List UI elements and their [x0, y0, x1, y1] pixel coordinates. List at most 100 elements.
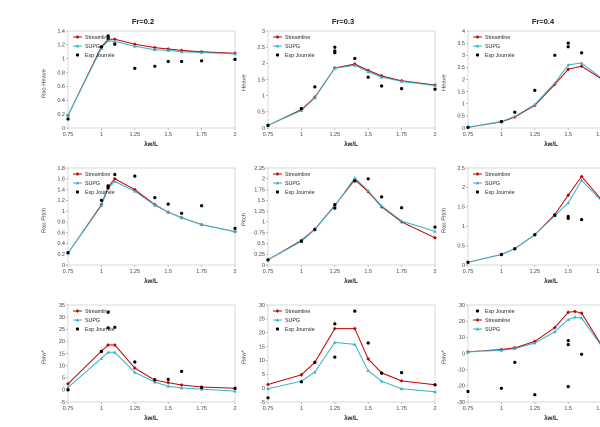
svg-text:0.4: 0.4	[57, 241, 65, 247]
svg-text:Streamline: Streamline	[485, 318, 510, 324]
svg-text:-20: -20	[457, 384, 465, 390]
svg-text:1: 1	[262, 220, 265, 226]
svg-text:3: 3	[462, 53, 465, 59]
svg-text:Exp Journée: Exp Journée	[85, 53, 115, 59]
svg-text:10: 10	[259, 358, 265, 364]
svg-text:10: 10	[59, 363, 65, 369]
svg-text:1.2: 1.2	[57, 43, 65, 49]
svg-text:0: 0	[462, 126, 465, 132]
svg-text:0: 0	[62, 126, 65, 132]
svg-text:2: 2	[233, 406, 236, 412]
x-axis-label: λw/L	[144, 278, 158, 285]
svg-text:-5: -5	[260, 400, 265, 406]
svg-text:Exp Journée: Exp Journée	[285, 53, 315, 59]
svg-text:0.75: 0.75	[63, 269, 74, 275]
svg-text:0: 0	[262, 386, 265, 392]
chart-fr04-heave: Fr=0.4 Heave 0 0.5 1 1.5 2 2.5 3 3.5 4 0.75 1 1.25 1…	[440, 16, 600, 153]
svg-text:1.4: 1.4	[57, 187, 65, 193]
svg-text:Exp Journée: Exp Journée	[285, 190, 315, 196]
y-axis-label: Pitch	[241, 213, 248, 227]
svg-text:1.5: 1.5	[164, 132, 172, 138]
svg-text:1.75: 1.75	[596, 406, 600, 412]
svg-text:Streamline: Streamline	[85, 309, 110, 315]
svg-text:1.5: 1.5	[257, 198, 265, 204]
svg-text:2: 2	[433, 269, 436, 275]
svg-text:2.5: 2.5	[257, 45, 265, 51]
svg-text:1.75: 1.75	[596, 269, 600, 275]
y-axis-label: Heave	[241, 74, 248, 92]
svg-text:1.25: 1.25	[329, 269, 340, 275]
svg-text:Streamline: Streamline	[485, 172, 510, 178]
svg-text:0.5: 0.5	[257, 110, 265, 116]
svg-text:1.25: 1.25	[329, 406, 340, 412]
svg-text:20: 20	[459, 319, 465, 325]
svg-text:1.25: 1.25	[254, 209, 265, 215]
svg-text:1: 1	[462, 102, 465, 108]
svg-text:0.8: 0.8	[57, 70, 65, 76]
svg-text:SUPG: SUPG	[285, 44, 300, 50]
y-axis-label: Rao Heave	[41, 68, 48, 98]
y-axis-label: Raw*	[241, 350, 248, 364]
svg-text:1: 1	[300, 406, 303, 412]
svg-text:Exp Journée: Exp Journée	[85, 327, 115, 333]
svg-text:1: 1	[300, 269, 303, 275]
svg-text:1: 1	[500, 269, 503, 275]
plot-canvas: 0 0.2 0.4 0.6 0.8 1 1.2 1.4 0.75 1 1.25 1.5 1.75 2 Str…	[57, 29, 237, 138]
svg-text:3.5: 3.5	[457, 41, 465, 47]
svg-text:1.75: 1.75	[254, 187, 265, 193]
svg-text:0: 0	[462, 263, 465, 269]
svg-text:30: 30	[459, 303, 465, 309]
svg-text:0.75: 0.75	[263, 269, 274, 275]
svg-text:10: 10	[459, 335, 465, 341]
plot-canvas: -5 0 5 10 15 20 25 30 0.75 1 1.25 1.5 1.75 2 Streamlin…	[259, 303, 437, 412]
y-axis-label: Raw*	[41, 350, 48, 364]
y-axis-label: Rao Pitch	[441, 207, 448, 233]
svg-text:0.5: 0.5	[257, 241, 265, 247]
x-axis-label: λw/L	[144, 415, 158, 422]
x-axis-label: λw/L	[344, 415, 358, 422]
chart-fr04-pitch: Rao Pitch 00.511.522.50.7511.251.51.752S…	[440, 153, 600, 290]
svg-text:2: 2	[233, 132, 236, 138]
svg-text:1.5: 1.5	[364, 269, 372, 275]
chart-title	[450, 154, 600, 163]
svg-text:1.5: 1.5	[457, 205, 465, 211]
plot-canvas: 00.511.522.533.540.7511.251.51.752Stream…	[457, 29, 600, 138]
svg-text:1.5: 1.5	[164, 406, 172, 412]
chart-grid: Fr=0.2 Rao Heave 0 0.2 0.4 0.6 0.8 1 1.2 1.4 0.7…	[41, 16, 600, 422]
svg-text:1: 1	[300, 132, 303, 138]
svg-text:30: 30	[259, 303, 265, 309]
svg-text:SUPG: SUPG	[485, 44, 500, 50]
svg-text:2.25: 2.25	[254, 166, 265, 172]
svg-text:SUPG: SUPG	[485, 181, 500, 187]
chart-title	[250, 291, 436, 300]
svg-text:1.5: 1.5	[164, 269, 172, 275]
chart-fr02-added-resistance: Raw* -5 0 5 10 15 20 25 30 35 0.75 1 1.25 1.5 1.75 2 St…	[40, 290, 240, 427]
svg-text:30: 30	[59, 315, 65, 321]
svg-text:1: 1	[462, 224, 465, 230]
svg-text:1.75: 1.75	[196, 406, 207, 412]
svg-text:0: 0	[62, 388, 65, 394]
svg-text:1.75: 1.75	[196, 269, 207, 275]
svg-text:Streamline: Streamline	[85, 172, 110, 178]
svg-text:1: 1	[100, 132, 103, 138]
svg-text:1: 1	[62, 209, 65, 215]
svg-text:Exp Journée: Exp Journée	[485, 309, 515, 315]
chart-fr03-heave: Fr=0.3 Heave 0 0.5 1 1.5 2 2.5 3 0.75 1 1.25 1.5 1.…	[240, 16, 440, 153]
svg-text:4: 4	[462, 29, 465, 35]
chart-title	[50, 291, 236, 300]
chart-title	[450, 291, 600, 300]
svg-text:1.8: 1.8	[57, 166, 65, 172]
svg-text:0.75: 0.75	[254, 231, 265, 237]
svg-text:1: 1	[500, 406, 503, 412]
svg-text:Streamline: Streamline	[285, 309, 310, 315]
svg-text:1.75: 1.75	[396, 132, 407, 138]
svg-text:0: 0	[262, 263, 265, 269]
x-axis-label: λw/L	[544, 141, 558, 148]
svg-text:25: 25	[59, 327, 65, 333]
svg-text:1: 1	[62, 57, 65, 63]
svg-text:0.75: 0.75	[463, 132, 474, 138]
chart-title: Fr=0.3	[331, 17, 355, 26]
svg-text:2: 2	[433, 132, 436, 138]
svg-text:1.5: 1.5	[257, 77, 265, 83]
svg-text:Exp Journée: Exp Journée	[285, 327, 315, 333]
